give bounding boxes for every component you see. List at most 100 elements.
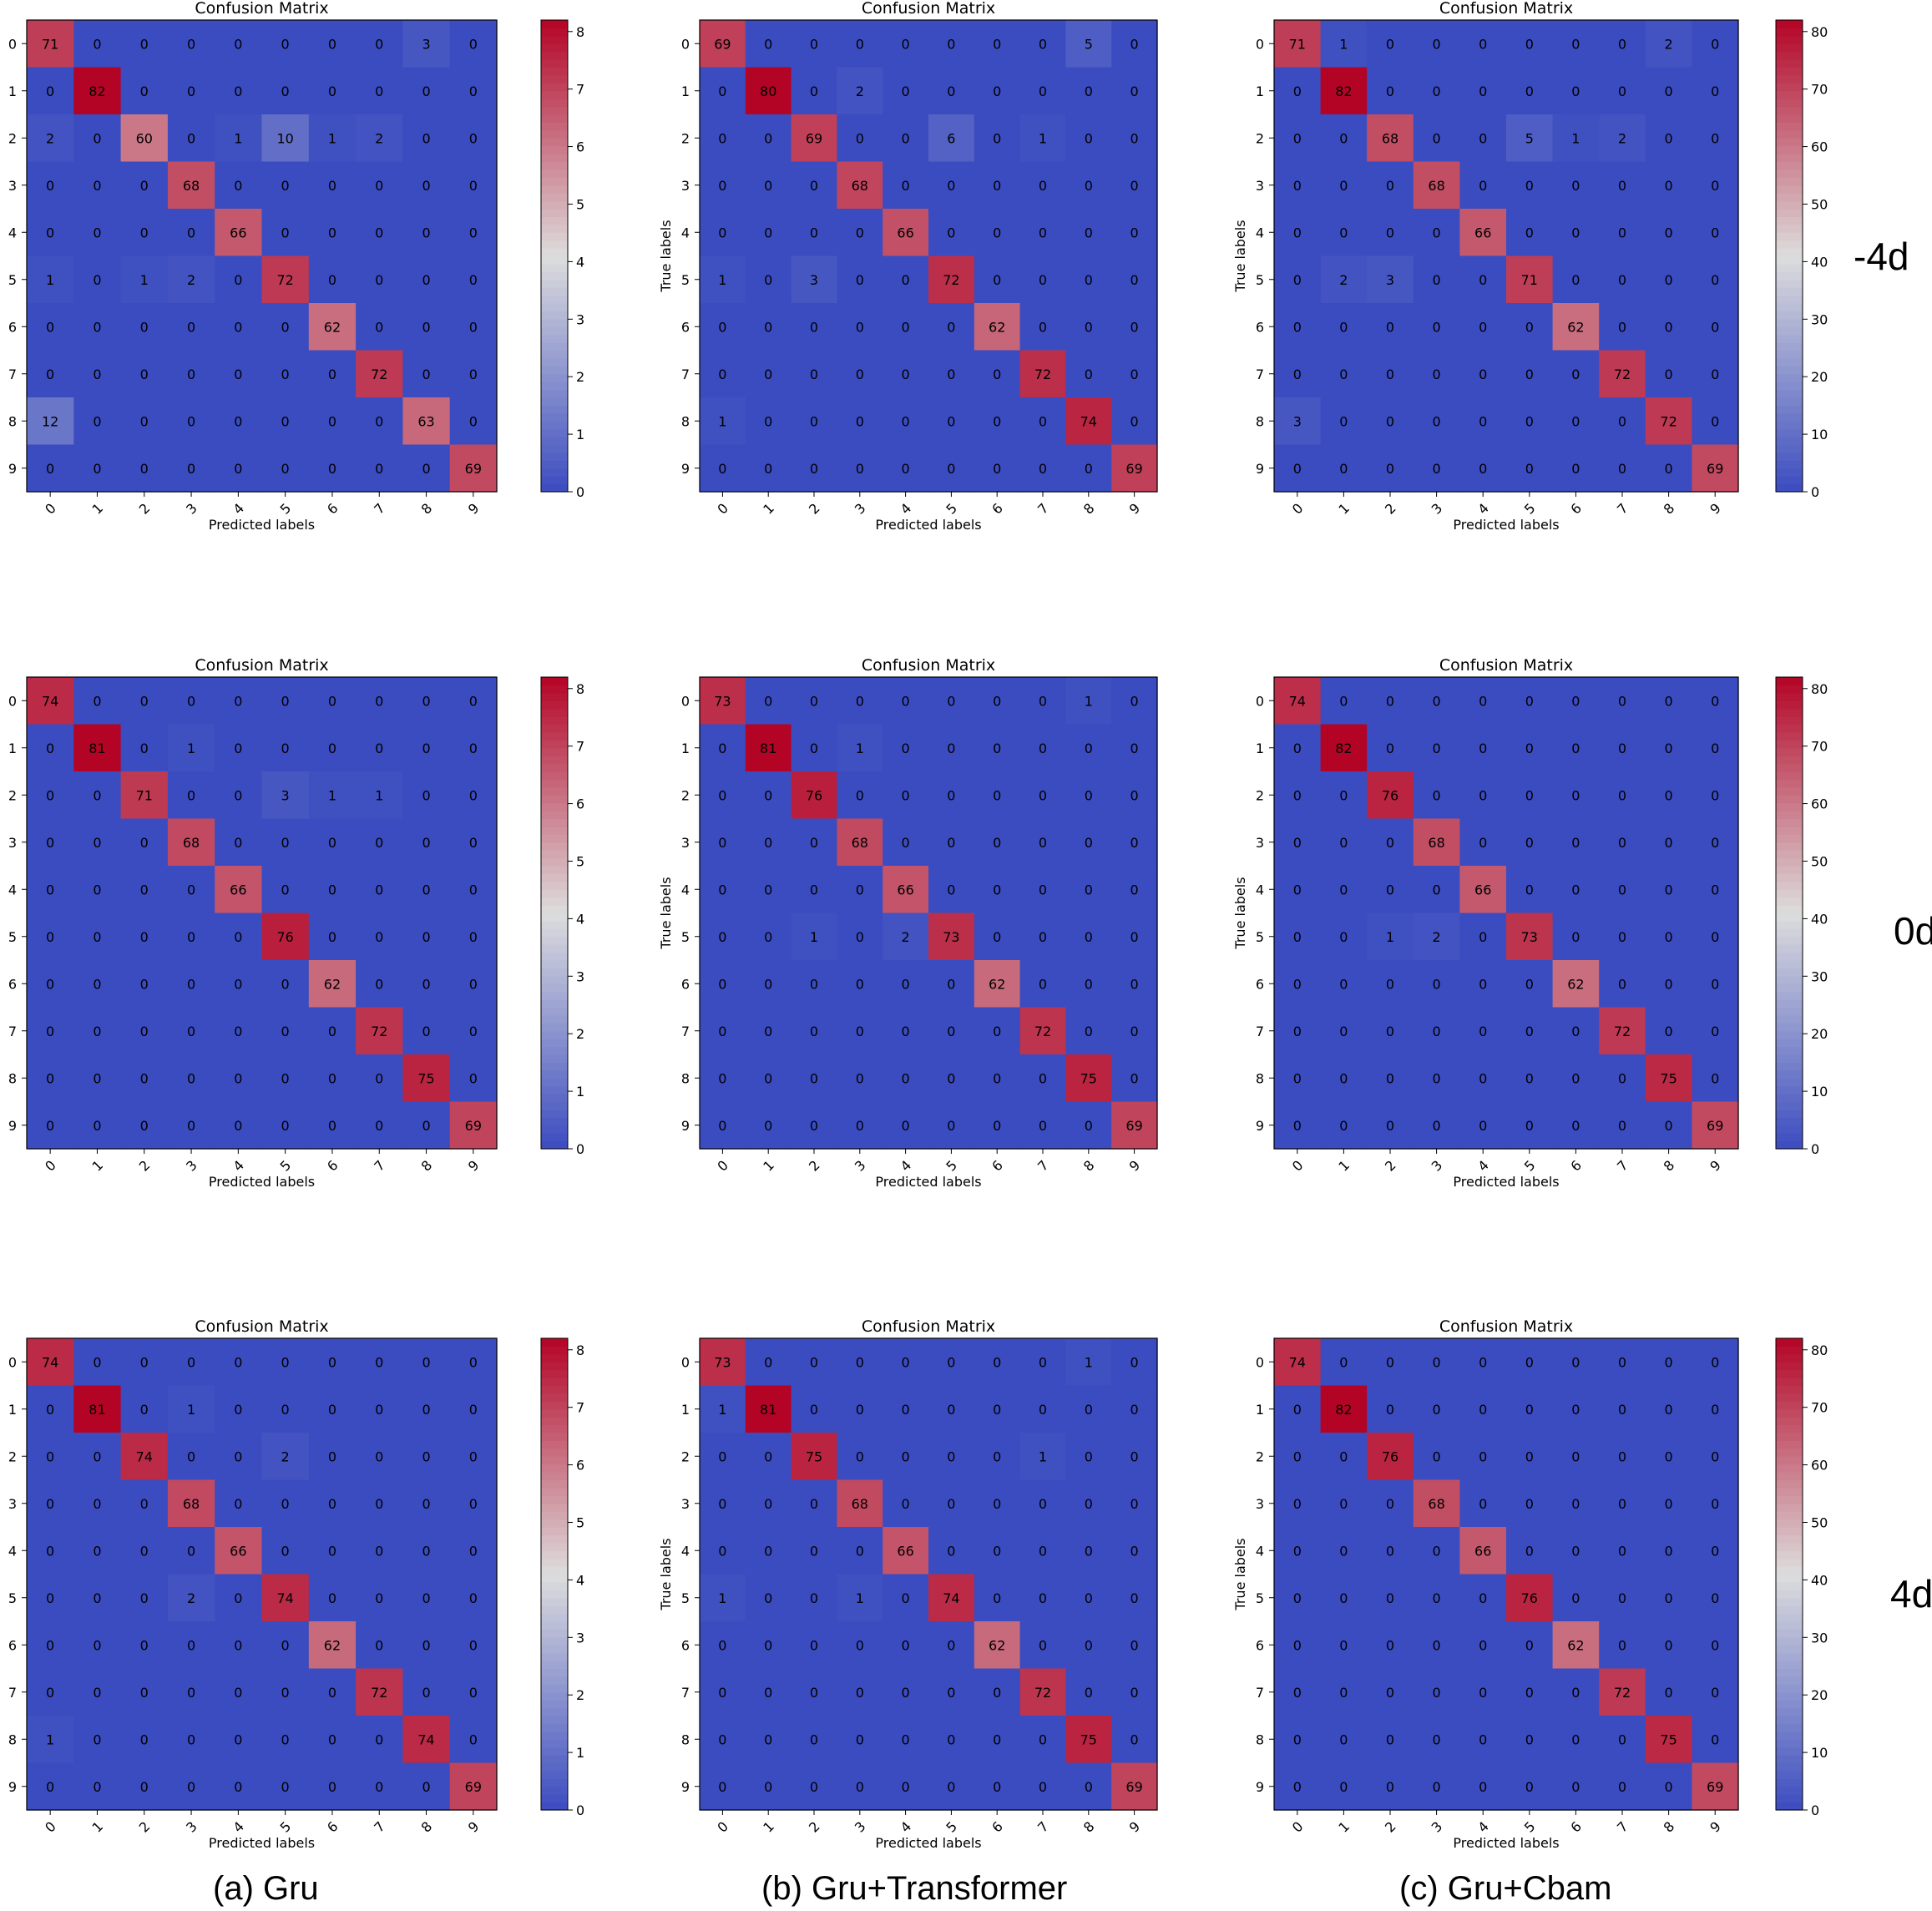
panel-4-cell-3-2 xyxy=(791,818,837,867)
panel-8-value-6-7: 0 xyxy=(1618,1637,1626,1653)
panel-4-cell-9-9 xyxy=(1111,1101,1158,1150)
panel-8-value-5-2: 0 xyxy=(1386,1590,1394,1606)
panel-3-value-4-6: 0 xyxy=(328,882,336,897)
panel-4-value-9-1: 0 xyxy=(764,1118,772,1134)
panel-3-cell-4-5 xyxy=(261,866,310,914)
panel-0-cell-7-8 xyxy=(402,350,451,398)
panel-5-value-7-2: 0 xyxy=(1386,1024,1394,1039)
panel-6-value-5-9: 0 xyxy=(469,1590,478,1606)
panel-2-xtick-label-5: 5 xyxy=(1521,500,1539,518)
panel-8-value-3-0: 0 xyxy=(1293,1496,1302,1512)
panel-6-value-4-2: 0 xyxy=(140,1543,149,1559)
panel-7-ytick-label-5: 5 xyxy=(681,1590,690,1606)
panel-1-cell-3-4 xyxy=(883,161,929,210)
panel-4-xtick-label-8: 8 xyxy=(1080,1157,1098,1175)
panel-8-value-2-3: 0 xyxy=(1433,1448,1441,1464)
caption-gru: (a) Gru xyxy=(213,1870,319,1907)
panel-8-cell-9-2 xyxy=(1367,1762,1414,1811)
panel-7-cell-4-1 xyxy=(745,1527,792,1575)
panel-6-cell-6-5 xyxy=(261,1621,310,1670)
panel-4-cell-3-0 xyxy=(700,818,746,867)
panel-3-xtick-label-9: 9 xyxy=(465,1157,483,1175)
panel-0-cell-2-1 xyxy=(73,114,122,163)
panel-1-xtick-label-1: 1 xyxy=(760,500,777,518)
panel-3-value-1-8: 0 xyxy=(422,741,430,756)
panel-2-colorbar-step-24 xyxy=(1776,295,1803,304)
panel-6-ytick-label-1: 1 xyxy=(8,1402,17,1418)
panel-0-cell-5-1 xyxy=(73,255,122,304)
panel-8-xtick-label-1: 1 xyxy=(1335,1818,1353,1836)
panel-2-value-0-6: 0 xyxy=(1571,36,1580,52)
panel-5-value-6-8: 0 xyxy=(1665,976,1673,992)
panel-5-ytick-label-7: 7 xyxy=(1256,1024,1264,1039)
panel-0-colorbar-step-13 xyxy=(541,382,568,391)
panel-2-value-9-6: 0 xyxy=(1571,461,1580,477)
panel-2-xtick-label-0: 0 xyxy=(1289,500,1307,518)
panel-0-cell-1-1 xyxy=(73,67,122,115)
panel-8-value-8-8: 75 xyxy=(1660,1732,1677,1747)
panel-4-cell-5-4 xyxy=(883,913,929,961)
panel-7-cell-5-5 xyxy=(928,1574,975,1622)
panel-1-cell-2-6 xyxy=(974,114,1021,163)
panel-1-value-1-5: 0 xyxy=(947,83,955,99)
panel-5-colorbar-tick-label-1: 10 xyxy=(1811,1084,1828,1100)
panel-5-colorbar-step-9 xyxy=(1776,1069,1803,1079)
panel-8-cell-6-4 xyxy=(1459,1621,1507,1670)
panel-7-cell-4-0 xyxy=(700,1527,746,1575)
panel-3-colorbar-step-5 xyxy=(541,1101,568,1110)
panel-8-value-4-7: 0 xyxy=(1618,1543,1626,1559)
panel-8-colorbar-step-28 xyxy=(1776,1581,1803,1590)
panel-2-value-8-6: 0 xyxy=(1571,413,1580,429)
panel-8-ytick-label-9: 9 xyxy=(1256,1779,1264,1795)
panel-4-value-0-0: 73 xyxy=(714,693,731,709)
panel-2-cell-0-2 xyxy=(1367,20,1414,68)
panel-7-value-1-3: 0 xyxy=(856,1402,864,1418)
panel-1-value-6-6: 62 xyxy=(989,319,1005,335)
panel-5-colorbar-step-24 xyxy=(1776,952,1803,961)
panel-8-cell-2-8 xyxy=(1645,1433,1692,1481)
panel-5-cell-4-8 xyxy=(1645,866,1692,914)
panel-8-cell-8-0 xyxy=(1274,1716,1322,1764)
panel-6-value-2-7: 0 xyxy=(375,1448,383,1464)
panel-2-colorbar-step-11 xyxy=(1776,397,1803,407)
panel-5-value-5-4: 0 xyxy=(1479,929,1487,945)
panel-6-colorbar-step-3 xyxy=(541,1778,568,1787)
panel-6-cell-3-2 xyxy=(120,1479,169,1528)
panel-5-value-1-9: 0 xyxy=(1711,741,1719,756)
panel-8-value-9-4: 0 xyxy=(1479,1779,1487,1795)
panel-1-value-0-3: 0 xyxy=(856,36,864,52)
panel-2-colorbar-tick-label-2: 20 xyxy=(1811,369,1828,385)
panel-7-cell-8-3 xyxy=(837,1716,883,1764)
panel-3-value-3-1: 0 xyxy=(93,835,101,851)
panel-6-value-1-7: 0 xyxy=(375,1402,383,1418)
panel-7-cell-9-3 xyxy=(837,1762,883,1811)
panel-8-value-3-8: 0 xyxy=(1665,1496,1673,1512)
panel-3-value-3-2: 0 xyxy=(140,835,149,851)
panel-0-colorbar-step-30 xyxy=(541,248,568,257)
panel-8-value-8-2: 0 xyxy=(1386,1732,1394,1747)
panel-8-colorbar-step-37 xyxy=(1776,1511,1803,1520)
panel-0-value-5-6: 0 xyxy=(328,272,336,288)
panel-8-value-0-2: 0 xyxy=(1386,1354,1394,1370)
panel-4-value-4-9: 0 xyxy=(1130,882,1139,897)
panel-5-colorbar-step-3 xyxy=(1776,1117,1803,1126)
panel-7-cell-8-1 xyxy=(745,1716,792,1764)
panel-8-colorbar-step-43 xyxy=(1776,1464,1803,1473)
panel-6-value-1-2: 0 xyxy=(140,1402,149,1418)
panel-6-cell-1-1 xyxy=(73,1385,122,1433)
panel-5-cell-0-0 xyxy=(1274,677,1322,725)
panel-1-value-0-6: 0 xyxy=(993,36,1001,52)
panel-5-cell-7-5 xyxy=(1506,1007,1554,1055)
panel-6-value-3-1: 0 xyxy=(93,1496,101,1512)
panel-5-value-2-1: 0 xyxy=(1339,787,1348,803)
panel-2-value-2-0: 0 xyxy=(1293,130,1302,146)
panel-5-colorbar-step-21 xyxy=(1776,975,1803,984)
panel-1-value-7-1: 0 xyxy=(764,367,772,382)
panel-7-value-6-2: 0 xyxy=(810,1637,818,1653)
panel-2-value-1-1: 82 xyxy=(1335,83,1352,99)
panel-0-colorbar-step-32 xyxy=(541,232,568,241)
panel-8-colorbar-step-42 xyxy=(1776,1472,1803,1481)
panel-6-cell-3-0 xyxy=(27,1479,74,1528)
panel-7-cell-7-1 xyxy=(745,1668,792,1716)
panel-8-colorbar-tick-label-2: 20 xyxy=(1811,1687,1828,1703)
